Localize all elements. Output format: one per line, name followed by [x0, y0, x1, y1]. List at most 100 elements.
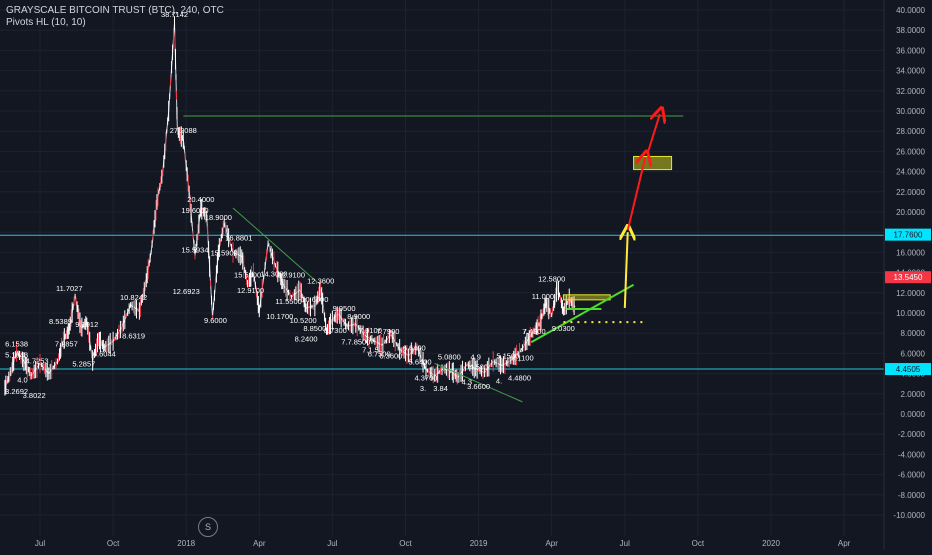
pivot-label: 3.8022 — [23, 391, 46, 400]
trendline-down-2 — [434, 363, 523, 403]
x-tick-label: Oct — [399, 539, 412, 548]
pivot-label: 3.6600 — [467, 382, 490, 391]
trendline-down — [232, 207, 319, 284]
pivot-label: 12.6923 — [173, 287, 200, 296]
pivot-label: 8.8500 — [303, 324, 326, 333]
pivot-label: 6.1538 — [5, 339, 28, 348]
pivot-label: 7.1.5 — [362, 345, 379, 354]
price-badge-bg — [885, 228, 931, 241]
trendline-up — [530, 283, 635, 344]
price-badge-bg — [885, 271, 931, 284]
pivot-label: 16.8801 — [225, 233, 252, 242]
x-tick-label: Oct — [692, 539, 705, 548]
x-tick-label: Jul — [620, 539, 630, 548]
pivot-label: 12.9100 — [278, 271, 305, 280]
y-tick-label: -4.0000 — [898, 450, 926, 459]
x-tick-label: Jul — [35, 539, 45, 548]
pivot-label: 4. — [496, 377, 502, 386]
pivot-label: 6.6044 — [93, 349, 116, 358]
price-badges: 17.7600 13.5450 4.4505 — [885, 228, 931, 376]
pivot-label: 10.6600 — [301, 295, 328, 304]
pivot-label: 8.5389 — [49, 317, 72, 326]
target-zone — [633, 155, 673, 171]
small-zone — [562, 294, 611, 301]
y-tick-label: 16.0000 — [896, 248, 925, 257]
x-axis: Jul Oct 2018 Apr Jul Oct 2019 Apr Jul Oct 2020 Apr — [35, 539, 851, 548]
y-tick-label: 0.0000 — [901, 410, 926, 419]
y-tick-label: -2.0000 — [898, 430, 926, 439]
chart-legend: GRAYSCALE BITCOIN TRUST (BTC), 240, OTC … — [6, 5, 224, 29]
y-tick-label: 22.0000 — [896, 188, 925, 197]
pivot-label: 15.5900 — [211, 248, 238, 257]
pivot-label: 5.1500 — [496, 351, 519, 360]
pivot-label: 12.9100 — [237, 286, 264, 295]
y-tick-label: -8.0000 — [898, 491, 926, 500]
pivot-label: 10.8242 — [120, 293, 147, 302]
pivot-label: 9.0300 — [552, 324, 575, 333]
pivot-label: 10.5200 — [290, 316, 317, 325]
x-tick-label: Apr — [545, 539, 558, 548]
y-tick-label: 8.0000 — [901, 329, 926, 338]
y-tick-label: 6.0000 — [901, 349, 926, 358]
pivot-label: 6.1100 — [511, 353, 533, 362]
x-tick-label: Apr — [838, 539, 851, 548]
pivot-label: 8.6319 — [122, 331, 145, 340]
pivot-label: 6.3600 — [379, 351, 402, 360]
x-tick-label: Jul — [327, 539, 337, 548]
y-tick-label: 34.0000 — [896, 67, 925, 76]
annotations — [232, 114, 673, 403]
pivot-label: 8.7300 — [324, 326, 347, 335]
y-tick-label: 2.0000 — [901, 390, 926, 399]
arrow-yellow — [625, 232, 628, 308]
pivot-label: 7.2857 — [55, 339, 78, 348]
indicator-label: Pivots HL (10, 10) — [6, 17, 86, 28]
price-badge-bg — [885, 363, 931, 376]
y-tick-label: 40.0000 — [896, 6, 925, 15]
pivot-label: 3. — [420, 384, 426, 393]
y-tick-label: 12.0000 — [896, 289, 925, 298]
price-badge-label: 13.5450 — [894, 273, 923, 282]
pivot-label: 11.5500 — [275, 297, 302, 306]
y-tick-label: 36.0000 — [896, 46, 925, 55]
pivot-label: 15.5900 — [234, 271, 261, 280]
pivot-label: 14.3000 — [260, 270, 287, 279]
pivot-label: 11.000 — [532, 292, 554, 301]
pivot-label: 7. — [522, 327, 528, 336]
pivot-label: 4.3700 — [414, 374, 437, 383]
pivot-label: 7.7900 — [376, 327, 399, 336]
pivot-label: 27.2088 — [170, 126, 197, 135]
pivot-label: 8.9000 — [347, 312, 370, 321]
x-tick-label: Oct — [107, 539, 120, 548]
pivot-label: 20.4000 — [187, 195, 214, 204]
y-tick-label: 24.0000 — [896, 168, 925, 177]
price-series — [4, 16, 576, 396]
arrow-red — [626, 157, 646, 231]
y-tick-label: 38.0000 — [896, 26, 925, 35]
pivot-label: 4.0 — [17, 376, 27, 385]
pivot-label: 7.4800 — [523, 327, 546, 336]
pivot-label: 5.6400 — [409, 358, 432, 367]
symbol-title: GRAYSCALE BITCOIN TRUST (BTC), 240, OTC — [6, 5, 224, 16]
pivot-label: 4.9 — [470, 352, 480, 361]
pivot-label: 8.2400 — [295, 334, 318, 343]
y-tick-label: 32.0000 — [896, 87, 925, 96]
tradingview-logo-icon[interactable]: S — [198, 517, 218, 537]
pivot-label: 7.9100 — [359, 326, 382, 335]
x-tick-label: 2018 — [177, 539, 195, 548]
x-tick-label: 2019 — [470, 539, 488, 548]
pivot-label: 19.6000 — [181, 206, 208, 215]
y-tick-label: 28.0000 — [896, 127, 925, 136]
arrow-red — [647, 114, 660, 152]
y-tick-label: -6.0000 — [898, 471, 926, 480]
pivot-label: 10.1700 — [266, 312, 293, 321]
pivot-label: 38.7142 — [161, 10, 188, 19]
pivot-label: 9.9500 — [333, 304, 356, 313]
y-tick-label: 26.0000 — [896, 147, 925, 156]
y-tick-label: 10.0000 — [896, 309, 925, 318]
pivot-label: 11.7027 — [56, 284, 83, 293]
pivot-label: 4.4800 — [508, 374, 531, 383]
pivot-label: 7.7.8500 — [341, 337, 370, 346]
